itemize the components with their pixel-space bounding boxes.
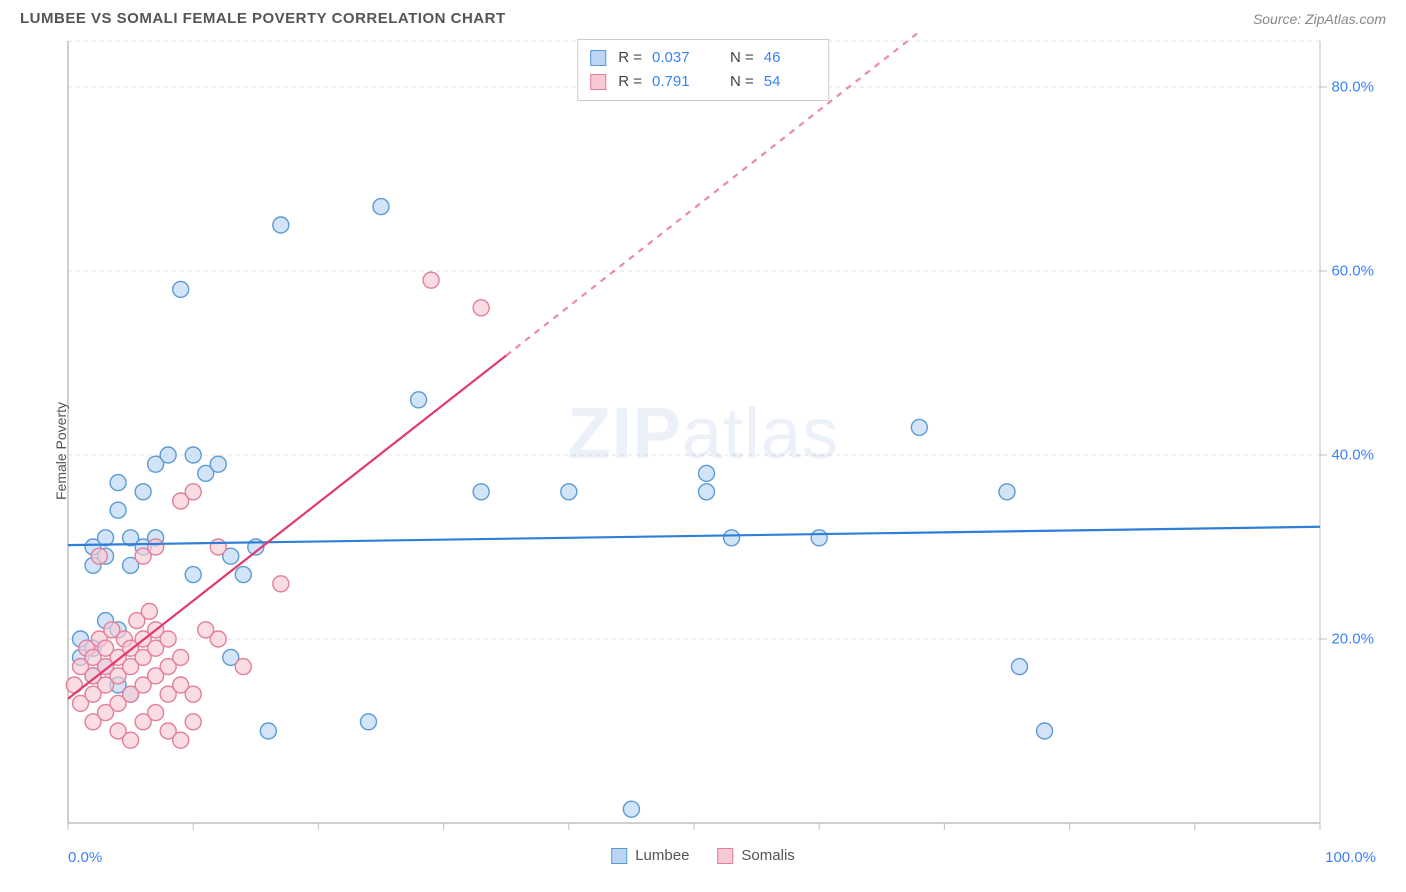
r-value: 0.037: [652, 46, 704, 70]
y-tick-label: 20.0%: [1331, 631, 1374, 648]
n-value: 46: [764, 46, 816, 70]
r-value: 0.791: [652, 70, 704, 94]
stats-legend-row: R = 0.791 N = 54: [590, 70, 816, 94]
r-label: R =: [618, 70, 642, 94]
x-axis-min-label: 0.0%: [68, 849, 102, 866]
chart-container: Female Poverty ZIPatlas R =0.037N =46R =…: [20, 33, 1386, 868]
r-label: R =: [618, 46, 642, 70]
stats-legend-row: R = 0.037 N = 46: [590, 46, 816, 70]
legend-swatch: [717, 848, 733, 864]
legend-item: Lumbee: [611, 847, 689, 864]
stats-legend: R = 0.037 N = 46 R = 0.791 N = 54: [577, 39, 829, 101]
legend-item: Somalis: [717, 847, 794, 864]
n-value: 54: [764, 70, 816, 94]
y-axis-label: Female Poverty: [53, 401, 69, 499]
legend-label: Lumbee: [635, 847, 689, 864]
legend-label: Somalis: [741, 847, 794, 864]
scatter-chart: [20, 33, 1386, 868]
x-axis-max-label: 100.0%: [1325, 849, 1376, 866]
legend-swatch: [590, 74, 606, 90]
y-tick-label: 80.0%: [1331, 79, 1374, 96]
n-label: N =: [730, 70, 754, 94]
legend-swatch: [590, 50, 606, 66]
y-tick-label: 40.0%: [1331, 447, 1374, 464]
series-legend: Lumbee Somalis: [611, 847, 795, 864]
source-label: Source: ZipAtlas.com: [1253, 11, 1386, 27]
y-tick-label: 60.0%: [1331, 263, 1374, 280]
chart-title: LUMBEE VS SOMALI FEMALE POVERTY CORRELAT…: [20, 10, 506, 27]
n-label: N =: [730, 46, 754, 70]
legend-swatch: [611, 848, 627, 864]
